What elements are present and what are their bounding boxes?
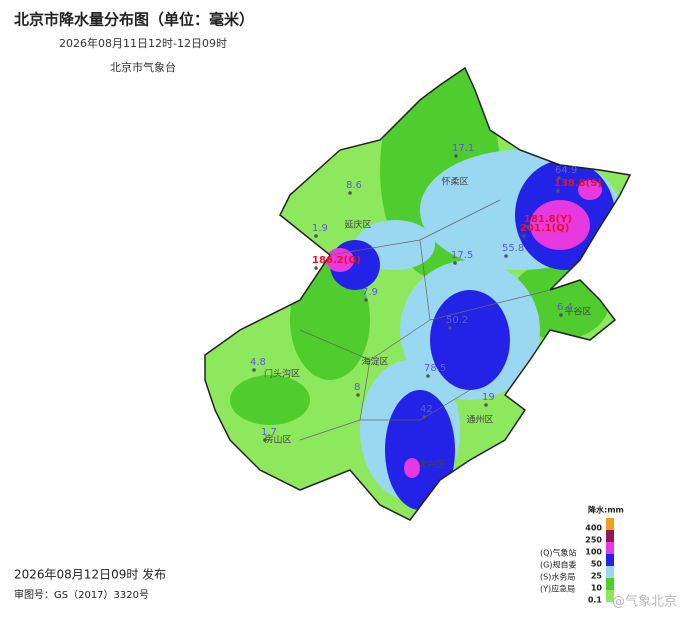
legend-source: (G)规自委 <box>540 560 576 570</box>
legend-tick: 50 <box>591 560 603 569</box>
legend-source: (Y)应急局 <box>540 584 575 594</box>
station-value: 19 <box>482 392 495 403</box>
station-value: 64.9 <box>555 165 577 176</box>
rain-map <box>205 68 630 520</box>
station-value: 78.5 <box>424 363 446 374</box>
station-dot <box>252 368 256 372</box>
station-dot <box>348 191 352 195</box>
station-dot <box>263 438 267 442</box>
legend-title: 降水:mm <box>588 505 624 515</box>
district-name: 大兴区 <box>418 459 445 471</box>
agency: 北京市气象台 <box>110 60 176 74</box>
station-value: 1.9 <box>312 223 328 234</box>
station-dot <box>559 313 563 317</box>
station-value: 42 <box>420 404 433 415</box>
station-dot <box>314 234 318 238</box>
station-dot <box>556 189 560 193</box>
district-name: 平谷区 <box>564 307 591 318</box>
district-name: 怀柔区 <box>441 176 468 188</box>
review-number: 审图号：GS（2017）3320号 <box>14 588 149 601</box>
district-borders <box>299 199 551 441</box>
station-dot <box>448 326 452 330</box>
station-dot <box>314 266 318 270</box>
legend-scale <box>606 518 614 602</box>
station-value: 6.4 <box>557 302 573 313</box>
issue-time: 2026年08月12日09时 发布 <box>14 567 166 582</box>
station-dot <box>422 415 426 419</box>
legend-tick: 400 <box>585 524 602 533</box>
station-dot <box>364 298 368 302</box>
station-value: 50.2 <box>446 315 468 326</box>
station-value: 7.9 <box>362 287 378 298</box>
legend-tick: 0.1 <box>588 596 603 605</box>
station-value: 186.2(G) <box>312 255 361 266</box>
station-value: 17.1 <box>452 143 474 154</box>
legend-tick: 100 <box>585 548 602 557</box>
station-dot <box>557 176 561 180</box>
legend-tick: 10 <box>591 584 603 593</box>
district-name: 海淀区 <box>361 356 388 368</box>
station-dot <box>454 154 458 158</box>
station-dot <box>504 254 508 258</box>
station-value: 55.8 <box>502 243 524 254</box>
legend-source: (S)水务局 <box>540 572 575 582</box>
title: 北京市降水量分布图（单位：毫米） <box>14 11 254 29</box>
district-name: 门头沟区 <box>264 368 300 380</box>
station-value: 4.8 <box>250 357 266 368</box>
legend-tick: 25 <box>591 572 603 581</box>
station-value: 201.1(Q) <box>520 223 569 234</box>
station-dot <box>526 225 530 229</box>
district-name: 通州区 <box>466 415 493 426</box>
watermark: @气象北京 <box>612 594 677 610</box>
station-value: 8.6 <box>346 180 362 191</box>
station-dot <box>426 374 430 378</box>
station-dot <box>453 261 457 265</box>
station-value: 181.8(Y) <box>524 214 572 225</box>
station-value: 138.8(S) <box>554 178 602 189</box>
station-value: 1.7 <box>261 427 277 438</box>
legend-tick: 250 <box>585 536 602 545</box>
station-value: 17.5 <box>451 250 473 261</box>
station-dot <box>484 403 488 407</box>
district-name: 延庆区 <box>344 219 371 231</box>
station-dot <box>356 393 360 397</box>
district-name: 房山区 <box>264 434 291 446</box>
station-dot <box>522 234 526 238</box>
legend-source: (Q)气象站 <box>540 548 577 558</box>
station-value: 8 <box>354 382 360 393</box>
subtitle: 2026年08月11日12时-12日09时 <box>59 36 227 50</box>
